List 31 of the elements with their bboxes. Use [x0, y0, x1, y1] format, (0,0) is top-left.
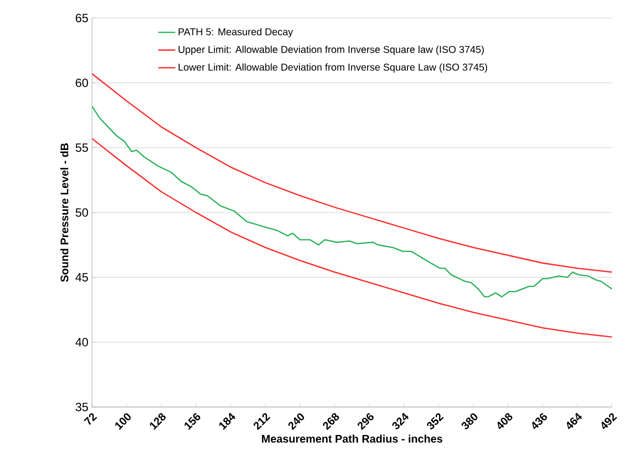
y-tick-label: 55	[76, 144, 88, 152]
x-tick-label: 492	[602, 413, 618, 430]
line-series	[92, 106, 612, 298]
y-tick-label: 40	[75, 338, 88, 346]
x-tick-label: 212	[254, 413, 270, 430]
x-tick-label: 156	[184, 413, 200, 430]
x-tick-label: 100	[115, 413, 131, 430]
y-tick-label: 65	[76, 14, 88, 22]
x-tick-label: 184	[219, 412, 236, 430]
legend-label: Upper Limit: Allowable Deviation from Inverse Square law (ISO 3745)	[178, 46, 484, 55]
y-axis-title: Sound Pressure Level - dB	[60, 143, 68, 282]
line-series	[92, 138, 612, 338]
x-axis-title: Measurement Path Radius - inches	[262, 434, 442, 443]
y-tick-label: 45	[75, 273, 88, 282]
x-tick-label: 408	[498, 413, 512, 430]
x-tick-label: 436	[532, 413, 547, 430]
legend-label: Lower Limit: Allowable Deviation from Inverse Square Law (ISO 3745)	[178, 63, 488, 73]
x-tick-label: 72	[84, 413, 98, 425]
x-tick-label: 352	[426, 413, 444, 430]
x-tick-label: 268	[323, 413, 340, 430]
x-tick-label: 128	[150, 413, 166, 430]
x-tick-label: 464	[566, 412, 582, 430]
y-tick-label: 50	[76, 208, 88, 217]
x-tick-label: 380	[462, 413, 478, 430]
x-tick-label: 296	[358, 413, 374, 430]
y-tick-label: 35	[76, 402, 88, 412]
x-tick-label: 240	[288, 413, 304, 430]
legend-label: PATH 5: Measured Decay	[178, 28, 294, 38]
y-tick-label: 60	[76, 78, 88, 88]
line-series	[92, 73, 612, 273]
x-tick-label: 324	[392, 412, 409, 430]
